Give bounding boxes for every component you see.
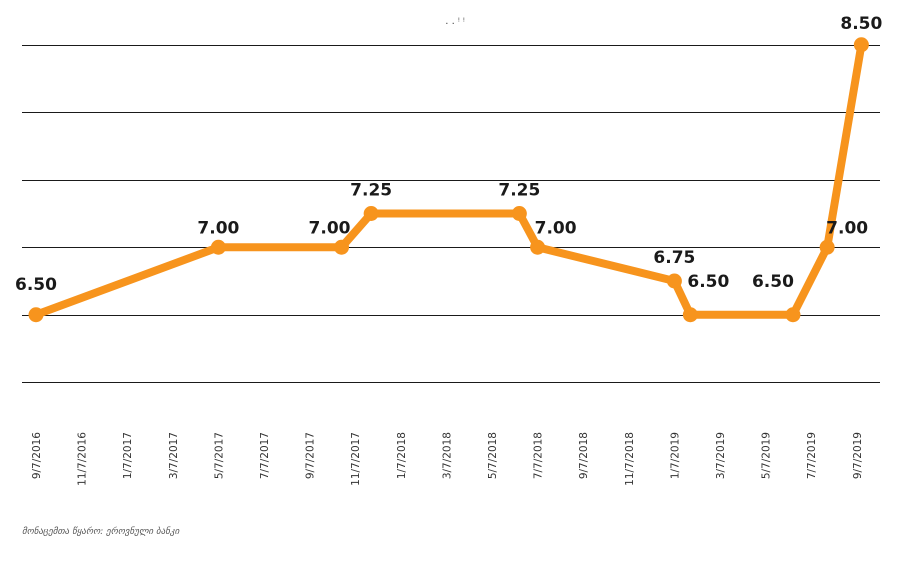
data-label: 6.75 — [653, 248, 695, 268]
data-point — [530, 239, 546, 255]
data-point — [682, 307, 698, 323]
x-tick-labels: 9/7/2016 11/7/2016 1/7/2017 3/7/2017 5/7/201… — [31, 432, 864, 486]
data-label: 7.25 — [498, 181, 540, 201]
x-tick-label: 7/7/2017 — [259, 432, 271, 479]
x-tick-label: 9/7/2017 — [305, 432, 317, 479]
x-tick-label: 9/7/2018 — [578, 432, 590, 479]
series-line-group — [32, 40, 866, 319]
data-point — [363, 206, 379, 221]
data-point — [666, 273, 682, 289]
data-label: 7.00 — [309, 218, 351, 238]
x-tick-label: 11/7/2016 — [77, 432, 89, 486]
data-point — [511, 206, 527, 221]
data-label: 6.50 — [752, 272, 794, 292]
data-point — [785, 307, 801, 323]
data-point — [334, 239, 350, 255]
data-point — [819, 239, 835, 255]
x-tick-label: 1/7/2019 — [669, 432, 681, 479]
x-tick-label: 1/7/2017 — [122, 432, 134, 479]
x-tick-label: 1/7/2018 — [396, 432, 408, 479]
data-label: 6.50 — [687, 272, 729, 292]
series-line-rate — [32, 40, 866, 319]
data-label: 8.50 — [840, 14, 882, 34]
data-label: 7.00 — [197, 218, 239, 238]
data-point — [210, 239, 226, 255]
x-tick-label: 5/7/2018 — [487, 432, 499, 479]
data-label: 6.50 — [15, 275, 57, 295]
data-label: 7.25 — [350, 181, 392, 201]
x-tick-label: 9/7/2016 — [31, 432, 43, 479]
chart-title: . . ᵎ ᵎ — [445, 16, 465, 27]
data-point — [28, 307, 44, 323]
gridlines — [22, 45, 880, 383]
x-tick-label: 3/7/2017 — [168, 432, 180, 479]
x-tick-label: 7/7/2018 — [533, 432, 545, 479]
data-points — [28, 37, 869, 323]
data-label: 7.00 — [535, 218, 577, 238]
source-note: მონაცემთა წყარო: ეროვნული ბანკი — [22, 527, 180, 537]
x-tick-label: 5/7/2019 — [761, 432, 773, 479]
x-tick-label: 9/7/2019 — [852, 432, 864, 479]
x-tick-label: 3/7/2018 — [441, 432, 453, 479]
x-tick-label: 11/7/2018 — [624, 432, 636, 486]
x-tick-label: 3/7/2019 — [715, 432, 727, 479]
data-label: 7.00 — [826, 218, 868, 238]
x-tick-label: 11/7/2017 — [350, 432, 362, 486]
x-tick-label: 5/7/2017 — [213, 432, 225, 479]
data-point — [853, 37, 869, 53]
x-tick-label: 7/7/2019 — [806, 432, 818, 479]
data-labels: 6.50 7.00 7.00 7.25 7.25 7.00 6.75 6.50 6.50 7.00… — [15, 14, 882, 295]
